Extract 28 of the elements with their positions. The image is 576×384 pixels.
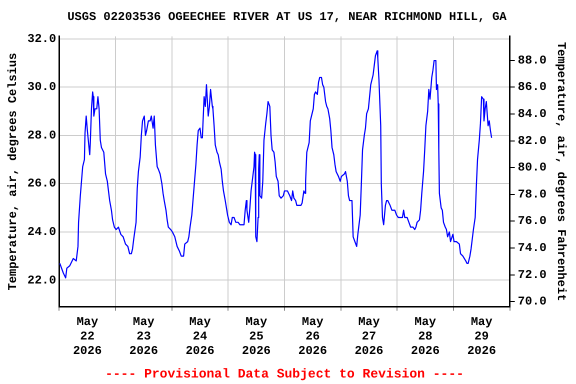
y2-tick-label: 70.0	[518, 294, 547, 309]
chart-title: USGS 02203536 OGEECHEE RIVER AT US 17, NEAR RICHMOND HILL, GA	[67, 10, 508, 24]
x-tick-label: May 27 2026	[354, 315, 384, 358]
y2-tick-label: 78.0	[518, 187, 547, 202]
x-tick-label: May 28 2026	[410, 315, 440, 358]
x-tick-label: May 25 2026	[242, 315, 271, 358]
y-tick-label: 28.0	[27, 128, 56, 142]
y2-tick-label: 88.0	[518, 53, 547, 68]
y2-tick-label: 74.0	[518, 241, 547, 256]
y2-tick-label: 82.0	[518, 134, 547, 148]
y-axis-title: Temperature, air, degrees Celsius	[6, 52, 20, 290]
x-tick-label: May 26 2026	[298, 315, 328, 358]
text: ---- Provisional Data Subject to Revision ----	[105, 366, 464, 382]
y-tick-label: 30.0	[27, 80, 56, 94]
y2-tick-label: 72.0	[518, 268, 547, 282]
y-tick-label: 22.0	[27, 273, 56, 288]
y-tick-label: 32.0	[27, 32, 56, 46]
y2-tick-label: 80.0	[518, 160, 547, 175]
y-tick-label: 26.0	[27, 176, 56, 191]
y2-tick-label: 86.0	[518, 80, 547, 94]
x-tick-label: May 22 2026	[72, 315, 102, 358]
x-tick-label: May 24 2026	[186, 315, 214, 358]
x-tick-label: May 23 2026	[129, 315, 158, 358]
y2-tick-label: 84.0	[518, 106, 547, 121]
y2-axis-title: Temperature, air, degrees Fahrenheit	[554, 42, 568, 302]
y2-tick-label: 76.0	[518, 214, 547, 228]
x-tick-label: May 29 2026	[467, 315, 496, 358]
y-tick-label: 24.0	[27, 224, 56, 239]
